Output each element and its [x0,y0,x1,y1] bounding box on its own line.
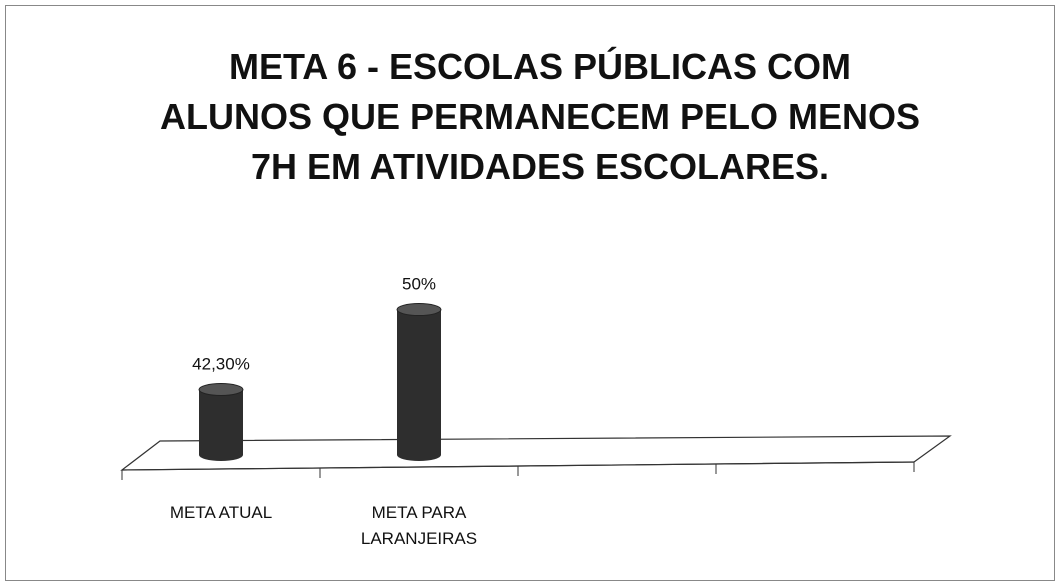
bar [397,309,441,455]
x-tick-label: META PARA LARANJEIRAS [360,503,478,548]
bar-bottom [397,449,441,461]
floor [120,435,952,471]
bar-top [198,383,244,397]
bar-top [396,303,442,317]
value-label: 50% [402,275,436,294]
chart-title: META 6 - ESCOLAS PÚBLICAS COM ALUNOS QUE… [159,46,921,187]
x-tick-label: META ATUAL [169,503,273,522]
value-label: 42,30% [192,355,250,374]
chart-frame [5,5,1055,581]
bar [199,389,243,455]
bar-bottom [199,449,243,461]
